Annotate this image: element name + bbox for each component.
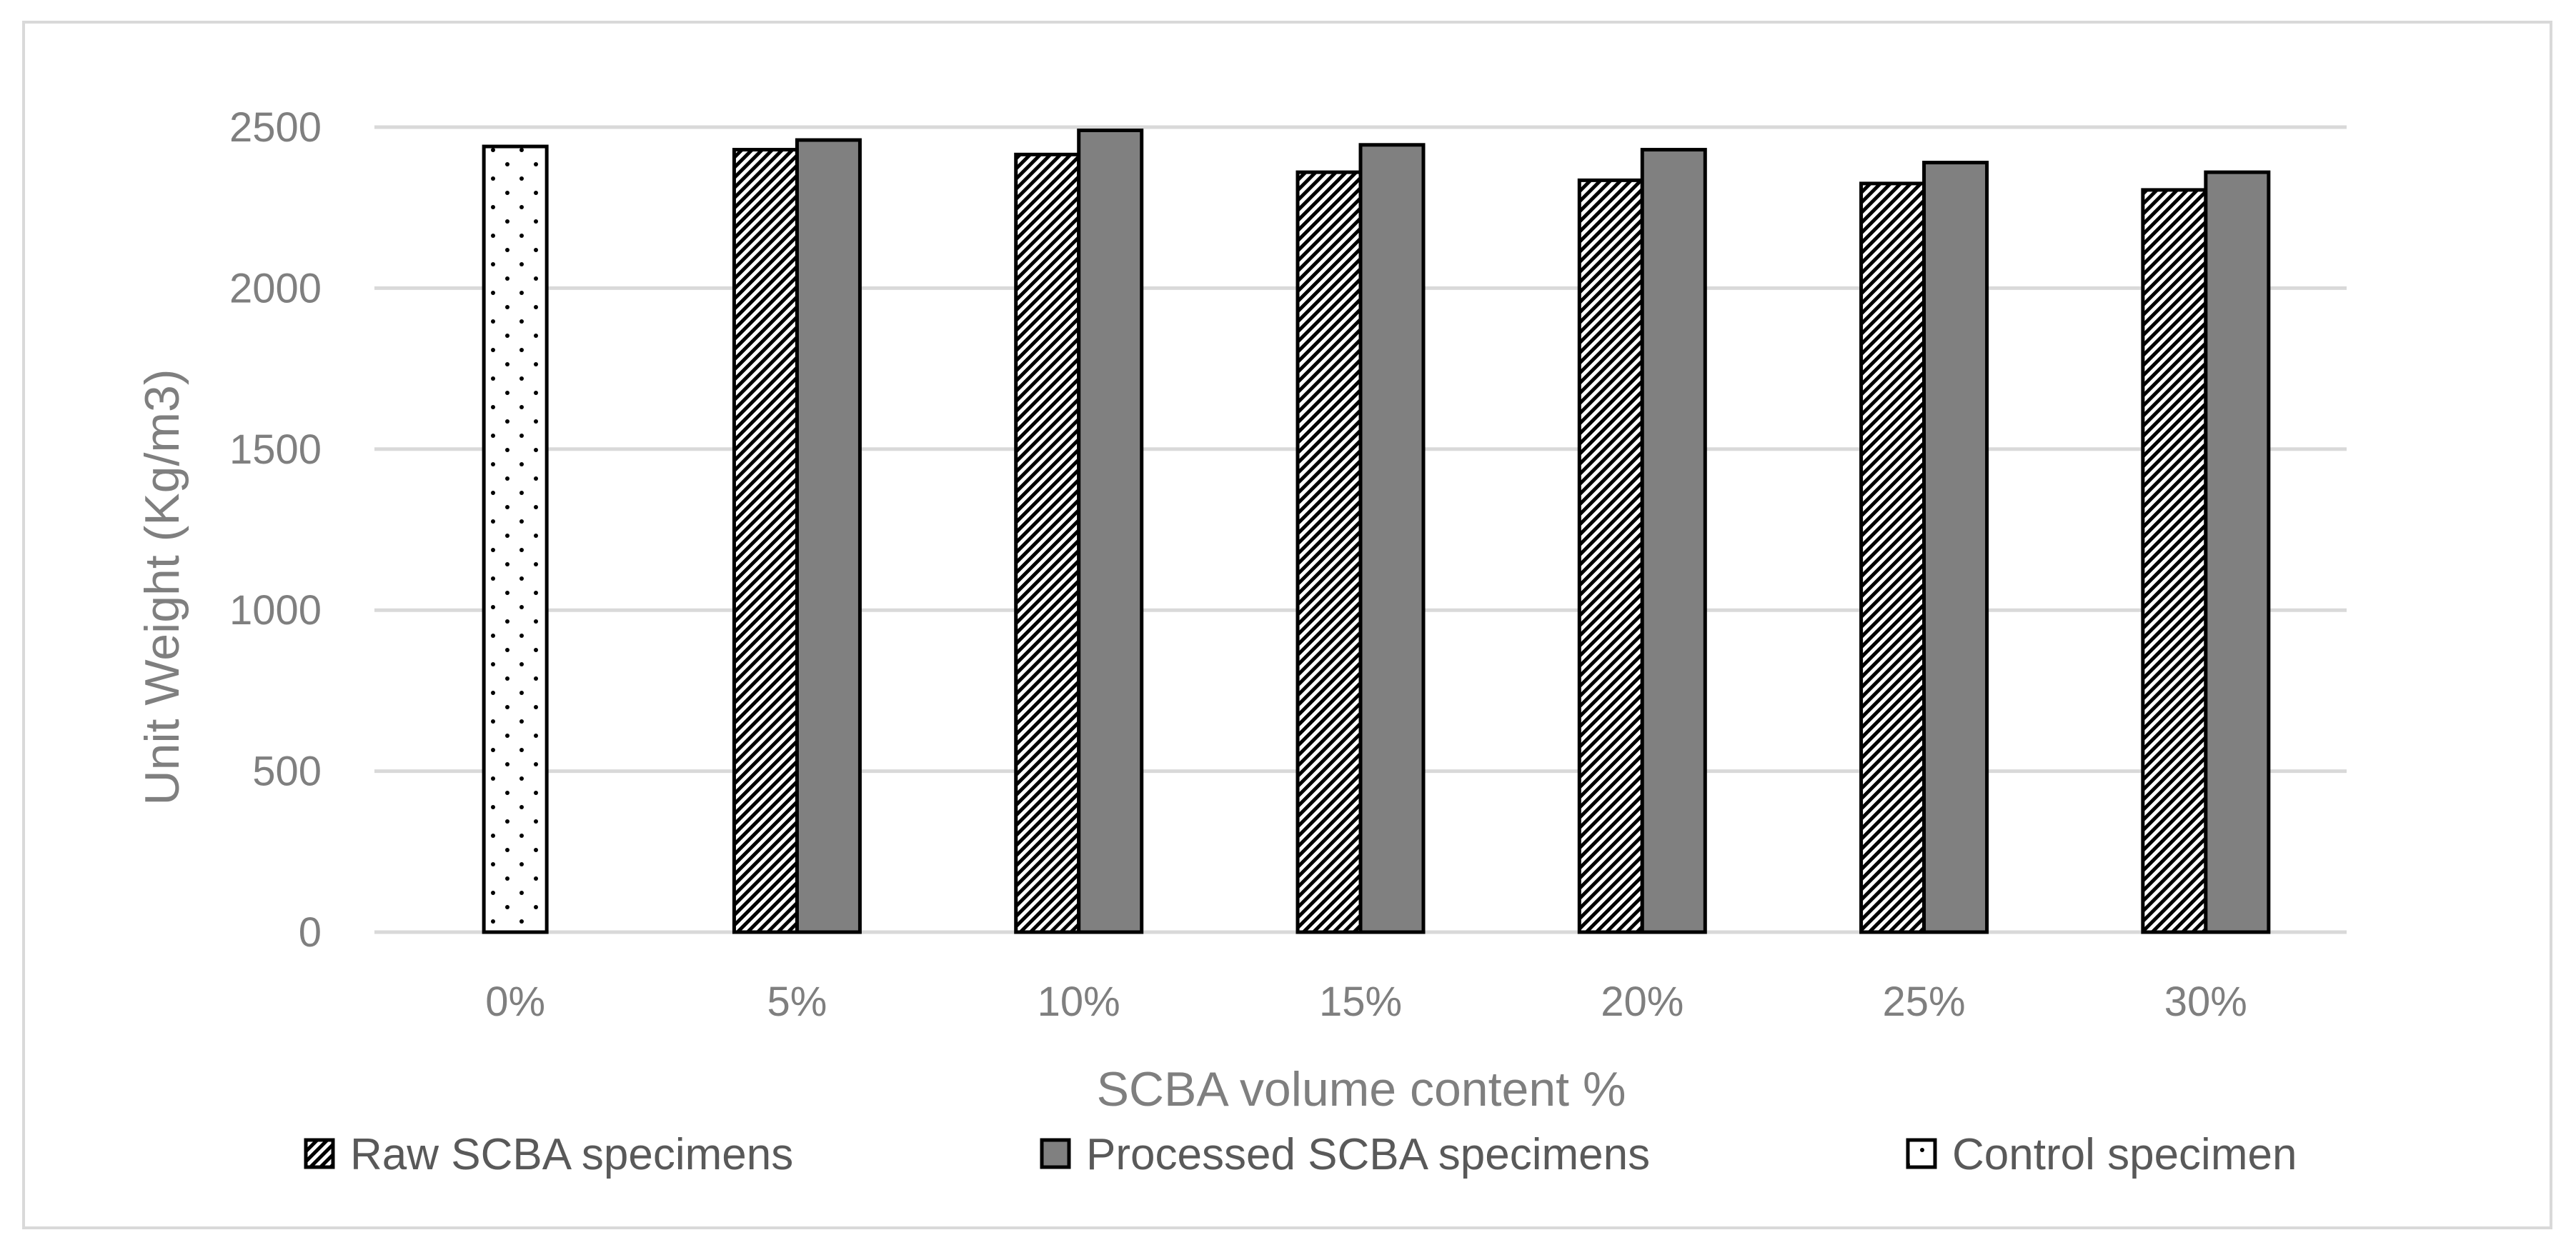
legend: Raw SCBA specimens Processed SCBA specime… (304, 1130, 2297, 1179)
x-tick-label: 25% (1883, 979, 1966, 1025)
y-tick-label: 0 (299, 909, 322, 956)
y-tick-labels: 0 500 1000 1500 2000 2500 (229, 104, 322, 956)
x-tick-label: 20% (1601, 979, 1684, 1025)
bar-processed-scba-specimens-30 (2204, 170, 2271, 934)
bar-raw-scba-specimens-25 (1859, 181, 1926, 934)
legend-label-processed-scba-specimens: Processed SCBA specimens (1086, 1130, 1650, 1179)
bar-processed-scba-specimens-20 (1640, 148, 1707, 934)
bars (482, 129, 2271, 934)
bar-control-specimen-0 (482, 144, 549, 934)
bar-processed-scba-specimens-10 (1077, 129, 1144, 934)
legend-swatch-control-specimen (1906, 1138, 1937, 1169)
bar-raw-scba-specimens-5 (732, 148, 799, 934)
bar-raw-scba-specimens-20 (1577, 178, 1644, 934)
legend-swatch-processed-scba-specimens (1040, 1138, 1071, 1169)
bar-processed-scba-specimens-25 (1922, 161, 1989, 934)
legend-label-control-specimen: Control specimen (1952, 1130, 2297, 1179)
chart-frame (22, 21, 2552, 1229)
bar-raw-scba-specimens-15 (1296, 170, 1363, 934)
x-tick-label: 30% (2164, 979, 2247, 1025)
y-tick-label: 2500 (229, 104, 322, 151)
y-tick-label: 2000 (229, 265, 322, 311)
legend-swatch-raw-scba-specimens (304, 1138, 335, 1169)
y-axis-title: Unit Weight (Kg/m3) (135, 369, 189, 806)
x-tick-label: 15% (1319, 979, 1402, 1025)
x-tick-label: 0% (485, 979, 545, 1025)
bar-raw-scba-specimens-10 (1014, 152, 1081, 934)
y-tick-label: 1500 (229, 426, 322, 473)
legend-label-raw-scba-specimens: Raw SCBA specimens (350, 1130, 793, 1179)
bar-raw-scba-specimens-30 (2141, 188, 2208, 934)
x-tick-label: 10% (1038, 979, 1120, 1025)
bar-processed-scba-specimens-5 (795, 138, 862, 934)
y-tick-label: 1000 (229, 587, 322, 634)
bar-processed-scba-specimens-15 (1358, 143, 1426, 934)
x-tick-label: 5% (767, 979, 827, 1025)
x-axis-title: SCBA volume content % (1097, 1062, 1626, 1116)
y-tick-label: 500 (252, 749, 322, 795)
x-tick-labels: 0% 5% 10% 15% 20% 25% 30% (485, 979, 2247, 1025)
